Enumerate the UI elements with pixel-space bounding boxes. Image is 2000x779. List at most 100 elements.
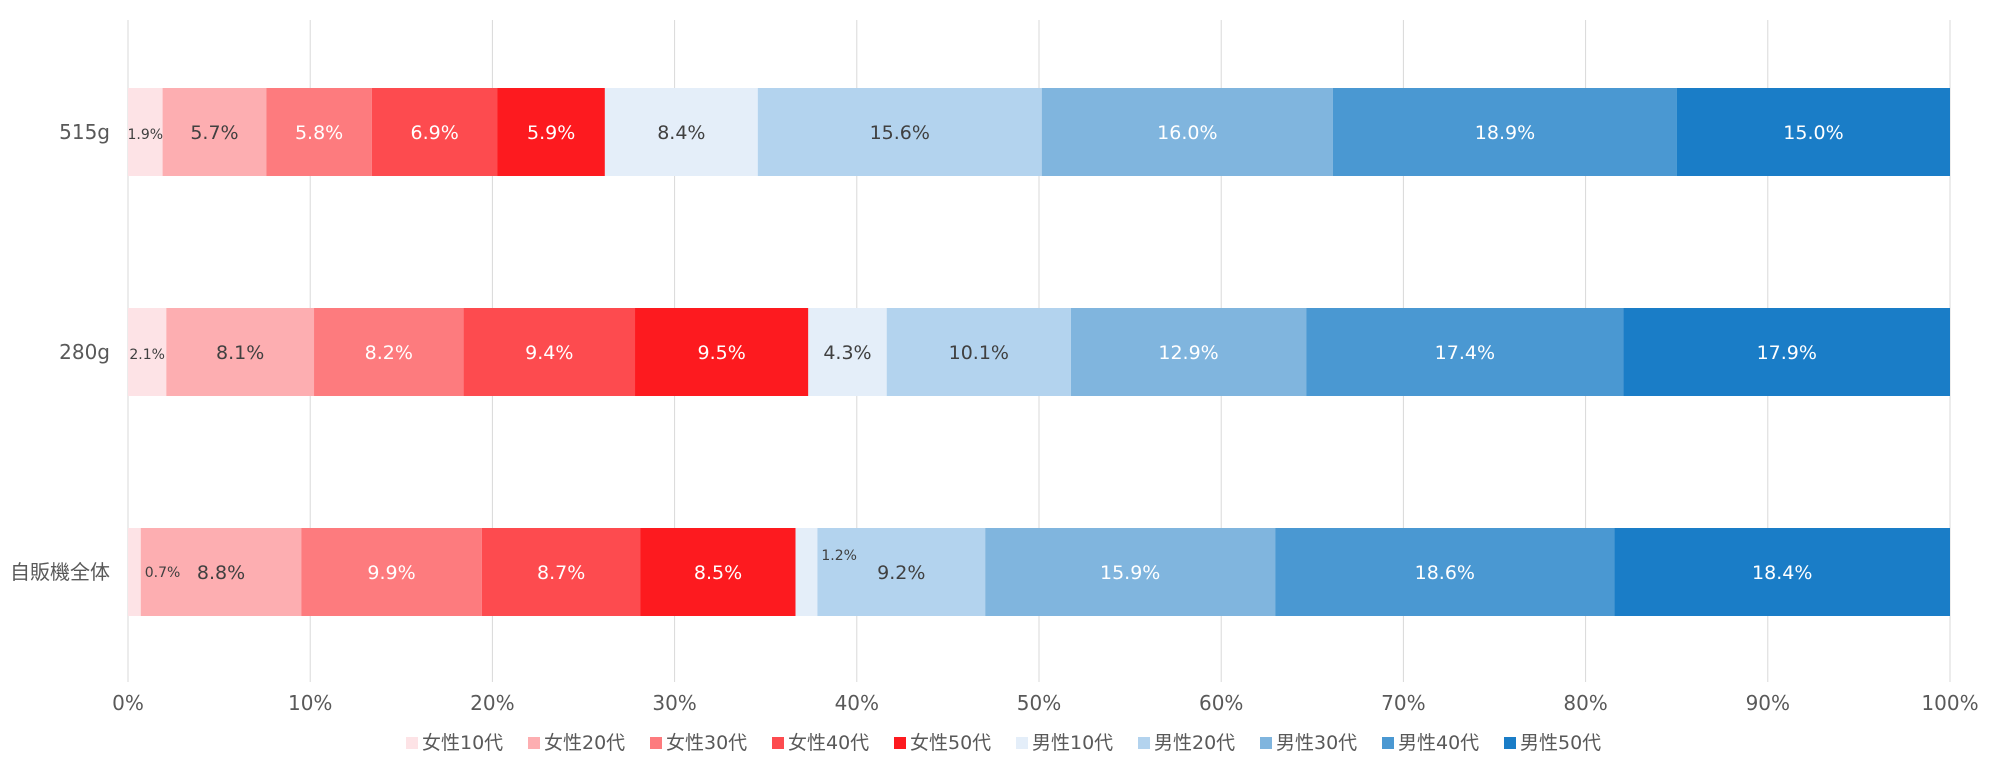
bar-segment xyxy=(604,88,758,176)
bar-segment xyxy=(1623,308,1950,396)
legend-label: 女性40代 xyxy=(788,732,869,754)
legend-swatch xyxy=(1382,737,1394,749)
bar-segment-label: 4.3% xyxy=(823,342,871,364)
bar-segment-label: 1.2% xyxy=(821,548,857,564)
x-tick-label: 100% xyxy=(1921,691,1978,715)
bar-segment xyxy=(481,528,641,616)
bar-segment xyxy=(1332,88,1677,176)
bar-segment xyxy=(808,308,887,396)
legend-swatch xyxy=(1138,737,1150,749)
axes: 0% 10% 20% 30% 40% 50% 60% 70% 80% 90% 100% 515g 280… xyxy=(10,120,1979,715)
bar-segment-label: 16.0% xyxy=(1157,122,1217,144)
legend-swatch xyxy=(894,737,906,749)
category-label: 515g xyxy=(59,120,110,144)
bar-segment xyxy=(757,88,1042,176)
bar-segment-label: 0.7% xyxy=(145,565,181,581)
legend-label: 男性10代 xyxy=(1032,732,1113,754)
x-tick-label: 90% xyxy=(1746,691,1790,715)
bar-segment-label: 8.7% xyxy=(537,562,585,584)
bar-segment-label: 8.4% xyxy=(657,122,705,144)
bar-segment xyxy=(1676,88,1950,176)
x-tick-label: 50% xyxy=(1017,691,1061,715)
bar-segment xyxy=(463,308,636,396)
bar-segment-label: 8.2% xyxy=(365,342,413,364)
legend-label: 女性20代 xyxy=(544,732,625,754)
legend-swatch xyxy=(1504,737,1516,749)
bar-segment-label: 8.8% xyxy=(197,562,245,584)
legend-label: 男性50代 xyxy=(1520,732,1601,754)
bar-segment-label: 12.9% xyxy=(1158,342,1218,364)
x-tick-label: 10% xyxy=(288,691,332,715)
bar-segment-label: 8.5% xyxy=(694,562,742,584)
legend-swatch xyxy=(650,737,662,749)
x-tick-label: 20% xyxy=(470,691,514,715)
category-label: 自販機全体 xyxy=(10,560,110,584)
bar-segment xyxy=(128,528,141,616)
legend-label: 女性10代 xyxy=(422,732,503,754)
legend-swatch xyxy=(528,737,540,749)
bar-segment xyxy=(985,528,1276,616)
bar-segment-label: 2.1% xyxy=(129,347,165,363)
bar-segment xyxy=(371,88,498,176)
bar-segment-label: 15.0% xyxy=(1783,122,1843,144)
bar-segment-label: 17.9% xyxy=(1757,342,1817,364)
legend-label: 男性20代 xyxy=(1154,732,1235,754)
legend: 女性10代 女性20代 女性30代 女性40代 女性50代 男性10代 男性20代 男性30代… xyxy=(406,732,1601,754)
bar-segment xyxy=(166,308,315,396)
bar-segment-label: 18.6% xyxy=(1415,562,1475,584)
legend-label: 女性50代 xyxy=(910,732,991,754)
bar-segment xyxy=(1306,308,1624,396)
bar-segment xyxy=(1070,308,1307,396)
bar-segment-label: 1.9% xyxy=(128,127,164,143)
bar-segment xyxy=(1614,528,1950,616)
bar-segment xyxy=(886,308,1071,396)
bar-segment-label: 9.4% xyxy=(525,342,573,364)
bar-segment-label: 5.8% xyxy=(295,122,343,144)
bars xyxy=(128,88,1950,616)
bar-segment xyxy=(140,528,302,616)
bar-segment xyxy=(795,528,818,616)
x-tick-label: 0% xyxy=(112,691,144,715)
x-tick-label: 80% xyxy=(1563,691,1607,715)
bar-segment xyxy=(635,308,809,396)
legend-swatch xyxy=(1016,737,1028,749)
x-tick-label: 70% xyxy=(1381,691,1425,715)
x-tick-label: 40% xyxy=(835,691,879,715)
bar-segment-label: 9.5% xyxy=(698,342,746,364)
bar-segment-label: 8.1% xyxy=(216,342,264,364)
data-labels: 1.9% 5.7% 5.8% 6.9% 5.9% 8.4% 15.6% 16.0% 18.9% 1… xyxy=(128,122,1844,584)
bar-segment-label: 9.2% xyxy=(877,562,925,584)
bar-segment-label: 6.9% xyxy=(411,122,459,144)
x-tick-label: 60% xyxy=(1199,691,1243,715)
bar-segment xyxy=(266,88,372,176)
bar-segment-label: 18.4% xyxy=(1752,562,1812,584)
bar-segment-label: 15.6% xyxy=(870,122,930,144)
category-label: 280g xyxy=(59,340,110,364)
bar-segment xyxy=(817,528,986,616)
x-tick-label: 30% xyxy=(652,691,696,715)
legend-label: 男性40代 xyxy=(1398,732,1479,754)
bar-segment xyxy=(497,88,605,176)
bar-segment-label: 10.1% xyxy=(949,342,1009,364)
bar-segment-label: 15.9% xyxy=(1100,562,1160,584)
bar-segment xyxy=(1041,88,1333,176)
bar-segment xyxy=(128,308,167,396)
legend-label: 男性30代 xyxy=(1276,732,1357,754)
bar-segment xyxy=(301,528,482,616)
bar-segment xyxy=(314,308,464,396)
bar-segment-label: 17.4% xyxy=(1435,342,1495,364)
legend-swatch xyxy=(772,737,784,749)
bar-segment xyxy=(128,88,163,176)
bar-segment-label: 18.9% xyxy=(1475,122,1535,144)
legend-swatch xyxy=(406,737,418,749)
legend-label: 女性30代 xyxy=(666,732,747,754)
bar-segment-label: 5.7% xyxy=(190,122,238,144)
bar-segment-label: 9.9% xyxy=(367,562,415,584)
bar-segment xyxy=(162,88,267,176)
legend-swatch xyxy=(1260,737,1272,749)
bar-segment xyxy=(1275,528,1615,616)
bar-segment-label: 5.9% xyxy=(527,122,575,144)
bar-segment xyxy=(640,528,796,616)
